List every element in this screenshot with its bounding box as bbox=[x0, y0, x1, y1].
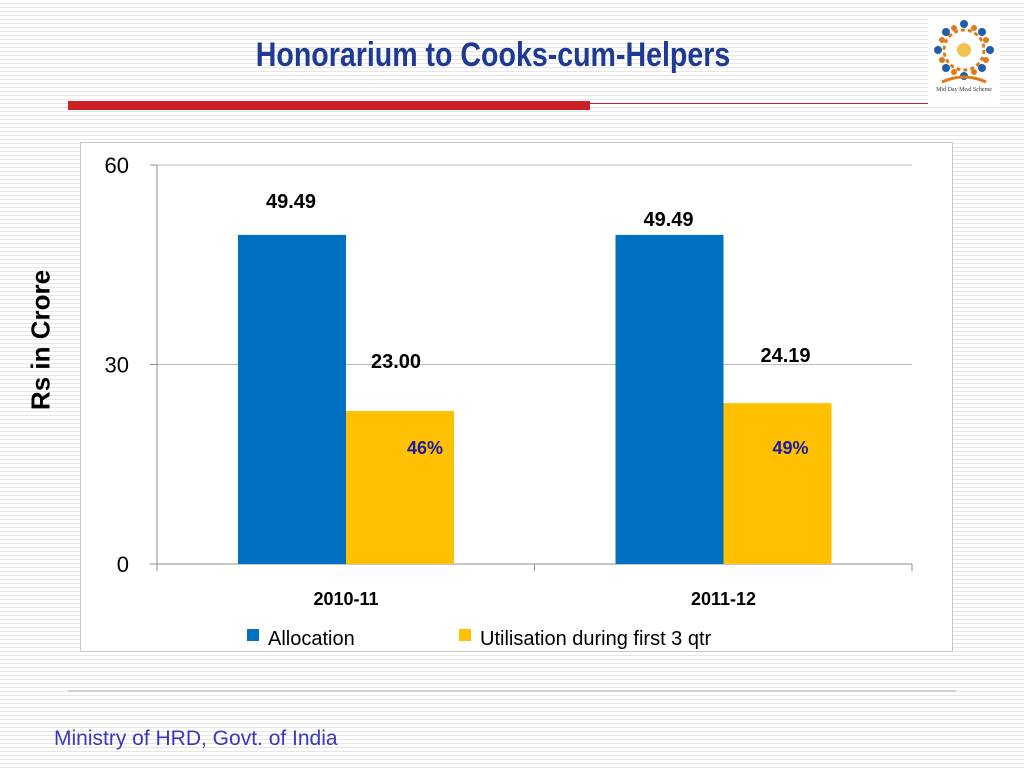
y-tick-label: 30 bbox=[105, 353, 129, 378]
mid-day-meal-logo bbox=[928, 16, 1000, 106]
title-underline-red bbox=[68, 101, 590, 110]
chart-area bbox=[80, 142, 953, 652]
data-label: 49.49 bbox=[266, 191, 316, 213]
bar bbox=[238, 234, 346, 565]
logo-caption: Mid Day Meal Scheme bbox=[936, 87, 992, 93]
mid-day-meal-logo-icon bbox=[934, 20, 994, 84]
footer-text: Ministry of HRD, Govt. of India bbox=[54, 727, 338, 750]
x-tick-label: 2010-11 bbox=[313, 589, 378, 609]
bar bbox=[615, 234, 724, 565]
data-label: 49.49 bbox=[643, 209, 693, 231]
percent-label: 46% bbox=[407, 438, 443, 458]
title-underline-thin bbox=[590, 103, 930, 104]
legend-swatch bbox=[247, 629, 259, 641]
y-tick-label: 60 bbox=[105, 153, 129, 178]
bar bbox=[723, 403, 832, 564]
y-tick-label: 0 bbox=[117, 552, 129, 577]
data-label: 23.00 bbox=[371, 351, 421, 373]
data-label: 24.19 bbox=[760, 345, 810, 367]
legend-label: Utilisation during first 3 qtr bbox=[480, 628, 712, 650]
percent-label: 49% bbox=[772, 438, 808, 458]
x-tick-label: 2011-12 bbox=[691, 589, 756, 609]
page-title: Honorarium to Cooks-cum-Helpers bbox=[255, 36, 731, 74]
bar bbox=[346, 411, 454, 564]
legend-label: Allocation bbox=[268, 628, 355, 650]
legend-swatch bbox=[459, 629, 471, 641]
footer-divider bbox=[68, 690, 956, 692]
